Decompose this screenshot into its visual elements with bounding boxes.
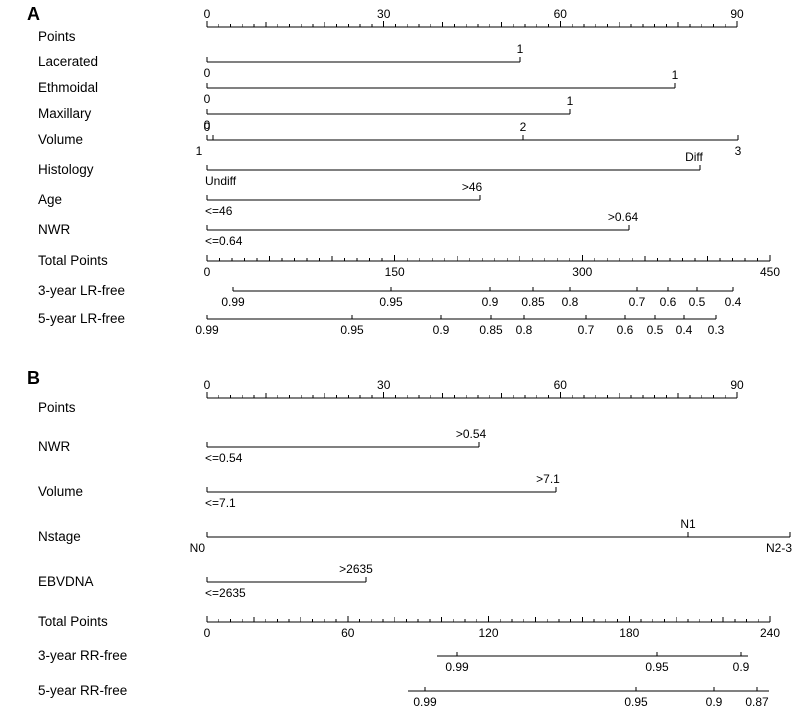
tick-label: 0.95 [645,660,669,674]
tick-label: N1 [680,517,696,531]
row-label-histology: Histology [38,162,94,177]
tick-label: Undiff [205,174,237,188]
tick-label: 0.9 [482,295,499,309]
tick-label: <=7.1 [205,496,236,510]
row-label-nstage: Nstage [38,529,81,544]
tick-label: 0.5 [647,323,664,337]
tick-label: 120 [478,626,498,640]
row-label-total-points: Total Points [38,253,108,268]
tick-label: 30 [377,378,391,392]
tick-label: 0 [204,92,211,106]
row-label-age: Age [38,192,62,207]
panel-label-b: B [27,368,40,388]
tick-label: >2635 [339,562,373,576]
row-label-5-year-rr-free: 5-year RR-free [38,683,127,698]
tick-label: 0.85 [479,323,503,337]
tick-label: 0 [204,120,211,134]
tick-label: 0 [204,265,211,279]
tick-label: <=0.54 [205,451,243,465]
tick-label: 0.87 [745,695,769,709]
tick-label: 0.7 [578,323,595,337]
row-label-volume: Volume [38,484,83,499]
tick-label: >46 [462,180,483,194]
row-label-points: Points [38,400,76,415]
tick-label: >7.1 [536,472,560,486]
tick-label: 0.9 [706,695,723,709]
row-label-ethmoidal: Ethmoidal [38,80,98,95]
tick-label: 0 [204,626,211,640]
tick-label: 60 [554,7,568,21]
tick-label: 0 [204,7,211,21]
tick-label: 0.99 [195,323,219,337]
tick-label: 0.9 [733,660,750,674]
tick-label: 0.7 [629,295,646,309]
tick-label: 0.3 [708,323,725,337]
tick-label: 1 [196,144,203,158]
tick-label: 0.4 [676,323,693,337]
tick-label: 0.9 [433,323,450,337]
tick-label: 0.95 [340,323,364,337]
tick-label: 90 [730,378,744,392]
tick-label: 2 [520,120,527,134]
tick-label: 60 [554,378,568,392]
tick-label: <=2635 [205,586,246,600]
tick-label: 0.95 [624,695,648,709]
row-label-5-year-lr-free: 5-year LR-free [38,311,125,326]
tick-label: 0.6 [617,323,634,337]
tick-label: >0.54 [456,427,487,441]
tick-label: >0.64 [608,210,639,224]
tick-label: 1 [517,42,524,56]
tick-label: 180 [619,626,639,640]
row-label-maxillary: Maxillary [38,106,92,121]
tick-label: 1 [672,68,679,82]
tick-label: 0 [204,118,211,132]
tick-label: <=46 [205,204,233,218]
tick-label: 3 [735,144,742,158]
tick-label: 0.8 [562,295,579,309]
row-label-lacerated: Lacerated [38,54,98,69]
row-label-3-year-lr-free: 3-year LR-free [38,283,125,298]
tick-label: 0.6 [660,295,677,309]
tick-label: 0.4 [725,295,742,309]
tick-label: 1 [567,94,574,108]
tick-label: 240 [760,626,780,640]
tick-label: 0 [204,66,211,80]
row-label-ebvdna: EBVDNA [38,574,94,589]
tick-label: 300 [572,265,592,279]
tick-label: 0.8 [516,323,533,337]
tick-label: 0 [204,378,211,392]
tick-label: 0.99 [445,660,469,674]
tick-label: 90 [730,7,744,21]
tick-label: N2-3 [766,541,792,555]
tick-label: N0 [190,541,206,555]
row-label-nwr: NWR [38,439,70,454]
row-label-3-year-rr-free: 3-year RR-free [38,648,127,663]
tick-label: 0.99 [221,295,245,309]
row-label-points: Points [38,29,76,44]
row-label-volume: Volume [38,132,83,147]
tick-label: 0.99 [413,695,437,709]
tick-label: 60 [341,626,355,640]
tick-label: 0.95 [379,295,403,309]
tick-label: Diff [685,150,703,164]
row-label-nwr: NWR [38,222,70,237]
tick-label: <=0.64 [205,234,243,248]
tick-label: 30 [377,7,391,21]
panel-label-a: A [27,4,40,24]
tick-label: 0.5 [689,295,706,309]
row-label-total-points: Total Points [38,614,108,629]
tick-label: 0.85 [521,295,545,309]
tick-label: 450 [760,265,780,279]
tick-label: 150 [385,265,405,279]
